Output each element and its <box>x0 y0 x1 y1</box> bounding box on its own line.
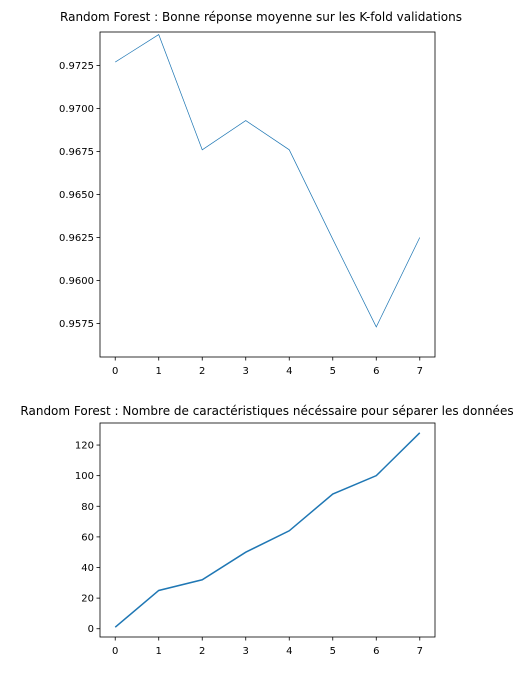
chart-2-title: Random Forest : Nombre de caractéristiqu… <box>20 404 513 418</box>
chart-2-y-axis: 0 20 40 60 80 100 120 <box>75 441 100 635</box>
chart-1-x-tick-label: 6 <box>373 366 379 377</box>
chart-2-x-tick-label: 1 <box>156 646 162 657</box>
chart-2-x-tick-label: 7 <box>417 646 423 657</box>
chart-1-y-tick-label: 0.9700 <box>59 104 94 115</box>
chart-1-y-tick-label: 0.9600 <box>59 276 94 287</box>
chart-1-x-tick-label: 5 <box>330 366 336 377</box>
chart-2-x-tick-label: 2 <box>199 646 205 657</box>
chart-1-x-tick-label: 2 <box>199 366 205 377</box>
chart-1-y-axis: 0.9575 0.9600 0.9625 0.9650 0.9675 0.9700 0.97… <box>59 61 100 330</box>
chart-1-y-tick-label: 0.9650 <box>59 190 94 201</box>
chart-1-y-tick-label: 0.9675 <box>59 147 94 158</box>
chart-1-x-tick-label: 7 <box>417 366 423 377</box>
chart-2-y-tick-label: 0 <box>88 624 94 635</box>
chart-2-y-tick-label: 40 <box>81 563 94 574</box>
chart-2-y-tick-label: 100 <box>75 471 94 482</box>
chart-1-x-tick-label: 3 <box>243 366 249 377</box>
chart-2-y-tick-label: 120 <box>75 441 94 452</box>
chart-1-y-tick-label: 0.9625 <box>59 233 94 244</box>
chart-1-y-tick-label: 0.9725 <box>59 61 94 72</box>
chart-1-title: Random Forest : Bonne réponse moyenne su… <box>60 10 462 24</box>
chart-2-x-tick-label: 6 <box>373 646 379 657</box>
chart-2-series-line <box>114 432 421 628</box>
chart-2-y-tick-label: 60 <box>81 532 94 543</box>
chart-1-x-axis: 0 1 2 3 4 5 6 7 <box>112 357 423 377</box>
chart-2-y-tick-label: 80 <box>81 502 94 513</box>
chart-2-x-axis: 0 1 2 3 4 5 6 7 <box>112 637 423 657</box>
chart-1-x-tick-label: 4 <box>286 366 292 377</box>
chart-1-x-tick-label: 0 <box>112 366 118 377</box>
chart-2-x-tick-label: 3 <box>243 646 249 657</box>
chart-1-axes-frame <box>99 31 436 358</box>
chart-2-x-tick-label: 4 <box>286 646 292 657</box>
chart-2-x-tick-label: 5 <box>330 646 336 657</box>
chart-1-x-tick-label: 1 <box>156 366 162 377</box>
chart-2-x-tick-label: 0 <box>112 646 118 657</box>
chart-1-series-line <box>115 34 421 328</box>
chart-accuracy: Random Forest : Bonne réponse moyenne su… <box>59 10 462 377</box>
chart-1-y-tick-label: 0.9575 <box>59 319 94 330</box>
chart-2-axes-frame <box>99 422 436 638</box>
chart-2-y-tick-label: 20 <box>81 594 94 605</box>
chart-features: Random Forest : Nombre de caractéristiqu… <box>20 404 513 657</box>
